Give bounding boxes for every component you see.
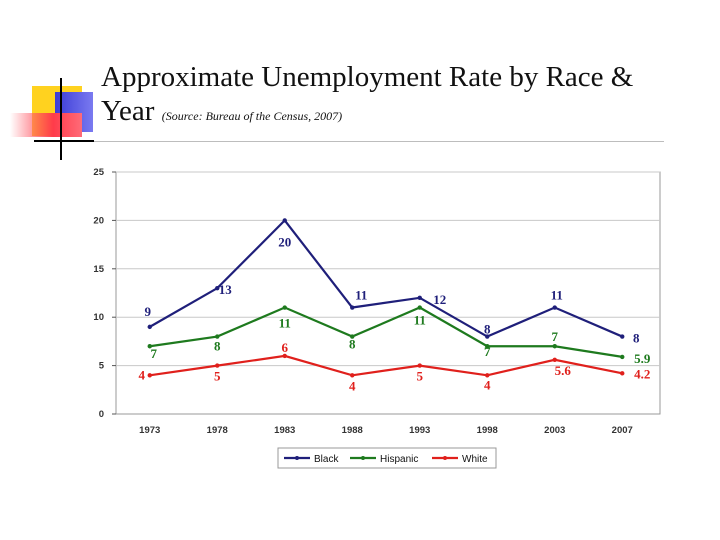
data-label-hispanic: 7 (151, 346, 158, 361)
data-label-black: 11 (551, 288, 563, 303)
y-tick-label: 0 (99, 409, 104, 420)
data-point-black (147, 324, 152, 330)
data-label-white: 4.2 (634, 366, 650, 381)
data-label-black: 11 (355, 288, 367, 303)
title-divider (94, 141, 664, 142)
x-tick-label: 2003 (544, 425, 565, 436)
data-point-hispanic (485, 344, 490, 349)
data-point-hispanic (620, 354, 625, 360)
data-point-white (552, 357, 557, 362)
data-label-white: 5 (417, 369, 424, 384)
data-point-black (282, 218, 287, 223)
x-tick-label: 1978 (207, 425, 228, 436)
data-point-black (485, 334, 490, 339)
title-line-1: Approximate Unemployment Rate by Race & (101, 61, 634, 93)
x-tick-label: 1998 (477, 425, 498, 436)
data-point-black (215, 285, 220, 291)
x-tick-label: 2007 (612, 425, 633, 436)
series-line-hispanic (149, 306, 623, 358)
data-label-black: 20 (278, 234, 291, 249)
x-tick-label: 1983 (274, 425, 295, 436)
data-label-hispanic: 8 (214, 339, 221, 354)
data-point-white (215, 363, 220, 368)
y-tick-label: 5 (99, 361, 105, 372)
legend-box (277, 447, 497, 469)
data-label-white: 4 (349, 378, 356, 393)
data-label-white: 4 (139, 367, 146, 382)
decor-vertical-line (60, 78, 62, 160)
data-point-hispanic (215, 334, 220, 339)
data-point-white (350, 373, 355, 378)
data-point-hispanic (282, 305, 287, 310)
data-label-hispanic: 11 (279, 316, 291, 331)
data-point-hispanic (147, 344, 152, 349)
data-label-hispanic: 5.9 (634, 351, 651, 366)
legend-label-white: White (462, 454, 488, 465)
x-tick-label: 1973 (139, 425, 160, 436)
series-line-black (149, 218, 623, 338)
data-point-black (552, 305, 557, 310)
legend-marker-white (443, 456, 447, 460)
y-tick-label: 20 (93, 215, 104, 226)
legend-label-hispanic: Hispanic (380, 454, 418, 465)
x-tick-label: 1988 (342, 425, 363, 436)
data-label-white: 6 (282, 340, 289, 355)
data-label-black: 9 (145, 304, 152, 319)
data-label-black: 13 (219, 282, 233, 297)
decor-horizontal-line (34, 140, 94, 142)
data-label-white: 5 (214, 369, 221, 384)
series-line-white (149, 354, 623, 377)
data-point-hispanic (552, 344, 557, 349)
plot-area (115, 171, 661, 415)
data-label-hispanic: 11 (414, 313, 426, 328)
data-label-white: 5.6 (555, 363, 572, 378)
decor-red-bar (10, 113, 82, 137)
data-label-black: 8 (484, 322, 491, 337)
data-point-black (417, 295, 422, 301)
title-year: Year (101, 95, 155, 127)
slide-title: Approximate Unemployment Rate by Race & … (101, 60, 711, 133)
source-note: (Source: Bureau of the Census, 2007) (161, 109, 343, 123)
data-label-hispanic: 7 (484, 344, 491, 359)
legend-marker-hispanic (361, 456, 365, 460)
y-tick-label: 25 (93, 167, 104, 178)
data-label-black: 8 (633, 331, 640, 346)
legend-marker-black (295, 456, 299, 460)
data-point-black (620, 334, 625, 339)
data-point-hispanic (350, 334, 355, 339)
data-label-hispanic: 8 (349, 337, 356, 352)
legend-label-black: Black (314, 454, 339, 465)
data-point-white (147, 373, 152, 378)
data-point-white (417, 363, 422, 368)
data-point-white (282, 353, 287, 359)
x-tick-label: 1993 (409, 425, 430, 436)
title-line-2: Year (Source: Bureau of the Census, 2007… (101, 94, 711, 133)
data-label-black: 12 (433, 292, 446, 307)
data-point-black (350, 305, 355, 310)
data-point-white (620, 371, 625, 376)
data-point-hispanic (417, 305, 422, 310)
data-label-white: 4 (484, 377, 491, 392)
y-tick-label: 15 (93, 264, 104, 275)
data-label-hispanic: 7 (552, 329, 559, 344)
y-tick-label: 10 (93, 312, 104, 323)
data-point-white (485, 373, 490, 378)
